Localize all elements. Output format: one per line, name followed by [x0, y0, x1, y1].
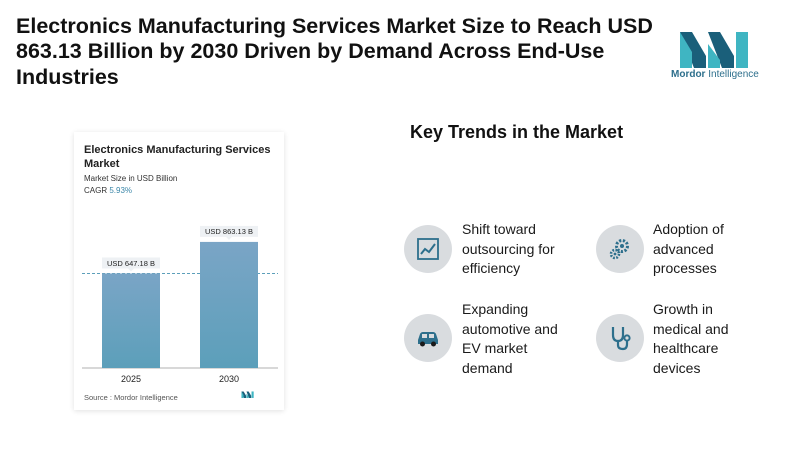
page-headline: Electronics Manufacturing Services Marke…	[16, 14, 653, 89]
trend-line: Adoption of	[653, 221, 724, 237]
chart-subtitle: Market Size in USD Billion	[84, 174, 178, 183]
mordor-intelligence-logo	[680, 32, 748, 68]
chart-cagr: CAGR 5.93%	[84, 186, 132, 195]
trend-item-advanced-processes: Adoption of advanced processes	[653, 220, 724, 279]
value-label: USD 647.18 B	[107, 259, 155, 268]
trend-line: outsourcing for	[462, 240, 555, 257]
gears-icon	[596, 225, 644, 273]
bar-chart: USD 647.18 B 2025 USD 863.13 B 2030	[82, 225, 278, 384]
value-label-pointer	[128, 268, 134, 272]
trend-line: devices	[653, 359, 701, 376]
car-icon	[404, 314, 452, 362]
chart-source: Source : Mordor Intelligence	[84, 393, 178, 402]
trend-item-automotive-ev: Expanding automotive and EV market deman…	[462, 300, 558, 378]
trend-line: healthcare	[653, 340, 719, 356]
logo-wordmark: Mordor Intelligence	[671, 69, 759, 80]
category-label: 2030	[219, 374, 239, 384]
category-label: 2025	[121, 374, 141, 384]
mini-brand-logo	[241, 391, 254, 398]
trend-line: EV market	[462, 340, 528, 356]
logo-wordmark-bold: Mordor	[671, 69, 706, 80]
value-label-pointer	[226, 236, 232, 240]
value-label: USD 863.13 B	[205, 227, 253, 236]
bar-2030	[200, 241, 258, 368]
key-trends-title: Key Trends in the Market	[410, 122, 624, 142]
trend-line: demand	[462, 359, 513, 376]
line-chart-icon	[404, 225, 452, 273]
cagr-label: CAGR	[84, 186, 108, 195]
logo-wordmark-rest: Intelligence	[708, 69, 759, 80]
trend-item-outsourcing: Shift toward outsourcing for efficiency	[462, 220, 555, 279]
trend-line: advanced	[653, 240, 714, 257]
trend-line: Growth in	[653, 301, 713, 317]
trend-line: automotive and	[462, 320, 558, 337]
cagr-value: 5.93%	[109, 186, 133, 195]
value-label-box	[102, 257, 160, 269]
trend-line: Shift toward	[462, 221, 536, 237]
trend-item-medical-healthcare: Growth in medical and healthcare devices	[653, 300, 729, 378]
trend-line: medical and	[653, 320, 729, 337]
value-label-box	[200, 225, 258, 237]
bar-2025	[102, 273, 160, 368]
stethoscope-icon	[596, 314, 644, 362]
trend-line: Expanding	[462, 301, 529, 317]
trend-line: processes	[653, 260, 717, 276]
chart-title: Electronics Manufacturing Services Marke…	[84, 144, 271, 170]
trend-line: efficiency	[462, 260, 521, 276]
market-size-chart-card: Electronics Manufacturing Services Marke…	[74, 132, 284, 410]
